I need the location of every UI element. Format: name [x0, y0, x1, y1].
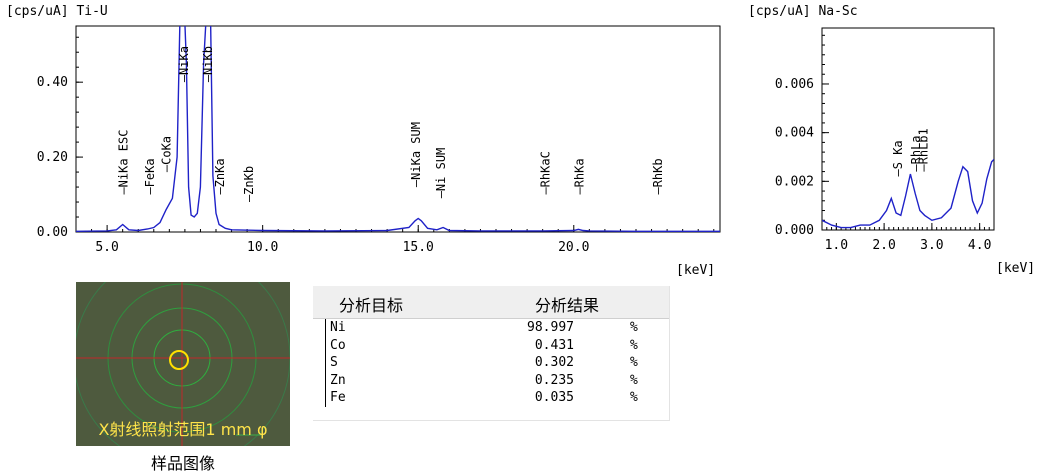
plot-frame	[75, 25, 721, 233]
spectrum-chart-na-sc: [cps/uA] Na-Sc [keV] 1.0 2.0 3.0 4.0 0.000 0.…	[748, 4, 1035, 276]
x-tick-label: 20.0	[558, 240, 589, 255]
peak-annotation: —RhLb1	[917, 128, 931, 171]
header-target: 分析目标	[339, 296, 404, 315]
plot-frame	[821, 27, 995, 231]
spectrum-series-line	[822, 158, 994, 229]
result-row: Zn 0.235 %	[326, 372, 670, 390]
peak-annotation: —Ni SUM	[434, 148, 448, 199]
element-value: 0.035	[534, 390, 574, 405]
element-unit: %	[630, 390, 638, 405]
y-tick-label: 0.00	[37, 225, 68, 240]
x-tick-label: 4.0	[968, 238, 991, 253]
element-value: 98.997	[527, 320, 574, 335]
result-row: Co 0.431 %	[326, 337, 670, 355]
results-body: Ni 98.997 % Co 0.431 % S 0.302 % Zn 0.23…	[325, 319, 670, 407]
x-tick-label: 2.0	[872, 238, 895, 253]
result-row: Fe 0.035 %	[326, 389, 670, 407]
peak-annotation: —RhKb	[651, 158, 665, 194]
side-title: [cps/uA] Na-Sc	[748, 4, 858, 19]
x-tick-label: 1.0	[825, 238, 848, 253]
peak-annotation: —RhLa	[909, 135, 923, 171]
peak-annotation: —ZnKa	[213, 158, 227, 194]
peak-annotation: —NiKa SUM	[409, 122, 423, 187]
peak-annotation: —CoKa	[160, 136, 174, 172]
x-tick-label: 3.0	[920, 238, 943, 253]
element-name: Ni	[330, 320, 346, 335]
crosshair-target-icon	[76, 282, 290, 446]
header-result: 分析结果	[535, 296, 600, 315]
element-name: S	[330, 355, 338, 370]
x-tick-label: 10.0	[247, 240, 278, 255]
peak-annotation: —NiKb	[201, 46, 215, 82]
results-header: 分析目标 分析结果	[313, 286, 669, 319]
spectrum-series-line	[76, 26, 720, 232]
spectrum-charts: [cps/uA] Ti-U [keV] 5.0 10.0 15.0 20.00.000…	[6, 4, 1035, 278]
peak-annotation: —RhKaC	[538, 151, 552, 194]
element-unit: %	[630, 337, 638, 353]
peak-annotation: —S Ka	[891, 140, 905, 176]
element-value: 0.431	[534, 337, 574, 353]
element-unit: %	[630, 320, 638, 335]
sample-image: X射线照射范围1 mm φ	[76, 282, 290, 446]
element-value: 0.235	[534, 372, 574, 388]
y-tick-label: 0.006	[775, 77, 814, 92]
result-row: Ni 98.997 %	[326, 319, 670, 337]
peak-annotation: —NiKa ESC	[117, 130, 131, 195]
spectrum-chart-ti-u: [cps/uA] Ti-U [keV] 5.0 10.0 15.0 20.0 0.00 0…	[6, 4, 721, 278]
result-row: S 0.302 %	[326, 354, 670, 372]
side-x-axis-label: [keV]	[996, 261, 1035, 276]
y-tick-label: 0.004	[775, 126, 814, 141]
element-unit: %	[630, 355, 638, 370]
element-unit: %	[630, 372, 638, 388]
y-tick-label: 0.002	[775, 174, 814, 189]
irradiation-range-caption: X射线照射范围1 mm φ	[98, 420, 268, 439]
results-table: 分析目标 分析结果 Ni 98.997 % Co 0.431 % S 0.302…	[313, 286, 670, 421]
element-name: Zn	[330, 372, 346, 388]
y-tick-label: 0.20	[37, 150, 68, 165]
peak-annotation: —NiKa	[177, 46, 191, 82]
element-name: Fe	[330, 390, 346, 405]
peak-annotation: —RhKa	[573, 158, 587, 194]
element-name: Co	[330, 337, 346, 353]
y-tick-label: 0.000	[775, 223, 814, 238]
main-x-axis-label: [keV]	[676, 263, 715, 278]
peak-annotation: —ZnKb	[242, 166, 256, 202]
peak-annotation: —FeKa	[143, 158, 157, 194]
element-value: 0.302	[534, 355, 574, 370]
sample-image-label: 样品图像	[150, 454, 215, 473]
y-tick-label: 0.40	[37, 75, 68, 90]
main-title: [cps/uA] Ti-U	[6, 4, 108, 19]
x-tick-label: 5.0	[95, 240, 118, 255]
x-tick-label: 15.0	[403, 240, 434, 255]
